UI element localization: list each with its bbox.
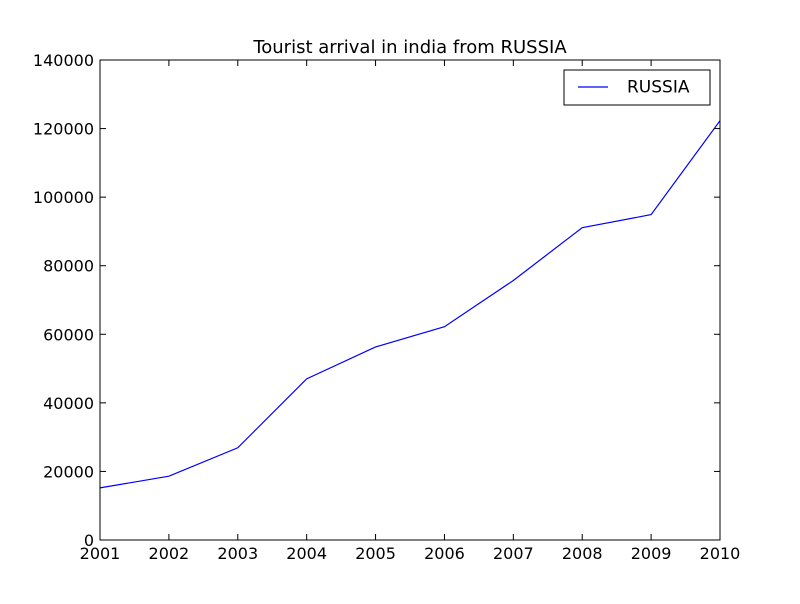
plot-area [100,60,720,540]
x-tick-label: 2008 [562,544,603,563]
y-tick-label: 120000 [33,120,94,139]
x-tick-label: 2010 [700,544,741,563]
y-tick-label: 140000 [33,51,94,70]
y-tick-label: 40000 [43,394,94,413]
x-tick-label: 2007 [493,544,534,563]
x-tick-label: 2003 [217,544,258,563]
chart-title: Tourist arrival in india from RUSSIA [252,37,567,58]
x-tick-label: 2006 [424,544,465,563]
legend-label-russia: RUSSIA [627,78,690,98]
y-tick-label: 60000 [43,325,94,344]
x-tick-label: 2004 [286,544,327,563]
y-tick-label: 100000 [33,188,94,207]
y-tick-label: 20000 [43,462,94,481]
x-tick-label: 2002 [149,544,190,563]
y-tick-label: 0 [84,531,94,550]
y-tick-label: 80000 [43,257,94,276]
x-tick-label: 2009 [631,544,672,563]
x-tick-label: 2005 [355,544,396,563]
legend: RUSSIA [564,70,710,105]
